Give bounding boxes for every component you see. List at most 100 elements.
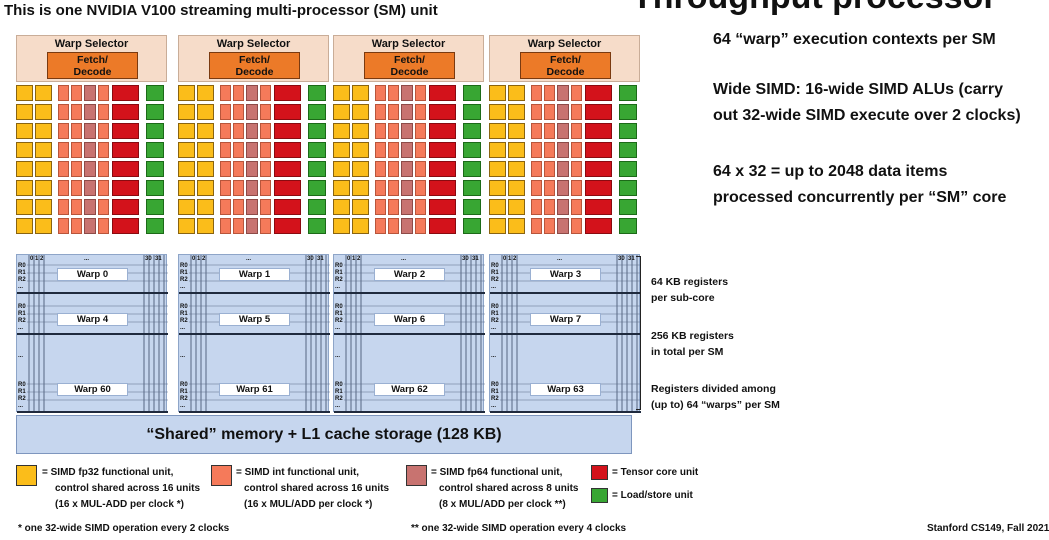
thread-index-label: 31 [628,256,635,262]
thread-index-label: 30 [145,256,152,262]
int-unit [531,104,542,120]
fp64-unit [84,85,96,101]
register-index-label: R2 [180,396,188,402]
int-unit [388,142,399,158]
int-unit [233,85,244,101]
thread-index-label: 30 [462,256,469,262]
register-index-label: R2 [335,318,343,324]
fp64-unit [246,104,258,120]
fp32-unit [197,218,214,234]
thread-index-label: 1 [35,256,39,262]
int-unit [58,85,69,101]
tensor-core-unit [585,161,612,177]
load-store-unit [619,104,637,120]
int-unit [375,218,386,234]
note-reg-divided-1: Registers divided among [651,383,776,395]
register-index-label: ... [18,284,24,290]
int-unit [260,123,271,139]
int-unit [544,199,555,215]
int-unit [98,180,109,196]
fp64-unit [246,123,258,139]
ellipsis-label: ... [335,353,341,359]
fp32-unit [178,180,195,196]
int-unit [415,123,426,139]
int-unit [260,180,271,196]
register-index-label: R2 [18,318,26,324]
legend-tensor-swatch [591,465,608,480]
int-unit [388,104,399,120]
load-store-unit [619,218,637,234]
int-unit [531,218,542,234]
register-file: 0 1 2... 30 31 Warp 3 Warp 7 Warp 63 R0 R1 R2... R0… [489,254,641,413]
fetch-decode-label-line2: Decode [73,66,112,78]
fp32-unit [489,180,506,196]
int-unit [531,199,542,215]
warp-selector-label: Warp Selector [527,38,602,50]
tensor-core-unit [429,180,456,196]
thread-index-label: 2 [202,256,206,262]
fp32-unit [197,142,214,158]
int-unit [98,104,109,120]
fp32-unit [178,142,195,158]
legend-loadstore-swatch [591,488,608,503]
thread-index-label: ... [401,256,407,262]
fetch-decode-label-line2: Decode [235,66,274,78]
warp-context-label: Warp 6 [374,313,445,326]
load-store-unit [146,104,164,120]
fp32-unit [178,199,195,215]
legend-int-line1: = SIMD int functional unit, [236,467,360,478]
tensor-core-unit [429,161,456,177]
int-unit [260,85,271,101]
legend-fp64-swatch [406,465,427,486]
fp32-unit [178,123,195,139]
fp32-unit [35,85,52,101]
tensor-core-unit [429,218,456,234]
register-index-label: R0 [180,263,188,269]
register-index-label: ... [491,403,497,409]
thread-index-label: ... [84,256,90,262]
fetch-decode-label-line1: Fetch/ [550,54,581,66]
load-store-unit [308,104,326,120]
register-index-label: R1 [180,389,188,395]
thread-index-label: 1 [508,256,512,262]
fp64-unit [246,142,258,158]
load-store-unit [463,85,481,101]
int-unit [71,142,82,158]
int-unit [220,142,231,158]
int-unit [220,123,231,139]
legend-loadstore-label: = Load/store unit [612,490,693,501]
int-unit [375,142,386,158]
register-file: 0 1 2... 30 31 Warp 1 Warp 5 Warp 61 R0 R1 R2... R0… [178,254,330,413]
tensor-core-unit [112,123,139,139]
load-store-unit [308,161,326,177]
register-index-label: ... [335,403,341,409]
thread-index-label: ... [246,256,252,262]
register-index-label: R0 [18,382,26,388]
int-unit [531,123,542,139]
load-store-unit [619,180,637,196]
load-store-unit [146,161,164,177]
register-index-label: R2 [180,277,188,283]
int-unit [71,161,82,177]
fp64-unit [84,104,96,120]
fp32-unit [508,123,525,139]
int-unit [220,180,231,196]
warp-context-label: Warp 2 [374,268,445,281]
fp64-unit [246,85,258,101]
register-index-label: ... [491,325,497,331]
tensor-core-unit [274,142,301,158]
fp32-unit [197,104,214,120]
fp32-unit [16,85,33,101]
load-store-unit [308,218,326,234]
fp32-unit [333,142,350,158]
thread-index-label: 30 [307,256,314,262]
fp32-unit [333,85,350,101]
int-unit [415,85,426,101]
ellipsis-label: ... [180,353,186,359]
fp64-unit [401,161,413,177]
int-unit [531,161,542,177]
warp-context-label: Warp 5 [219,313,290,326]
tensor-core-unit [585,123,612,139]
load-store-unit [146,180,164,196]
fp64-unit [84,180,96,196]
